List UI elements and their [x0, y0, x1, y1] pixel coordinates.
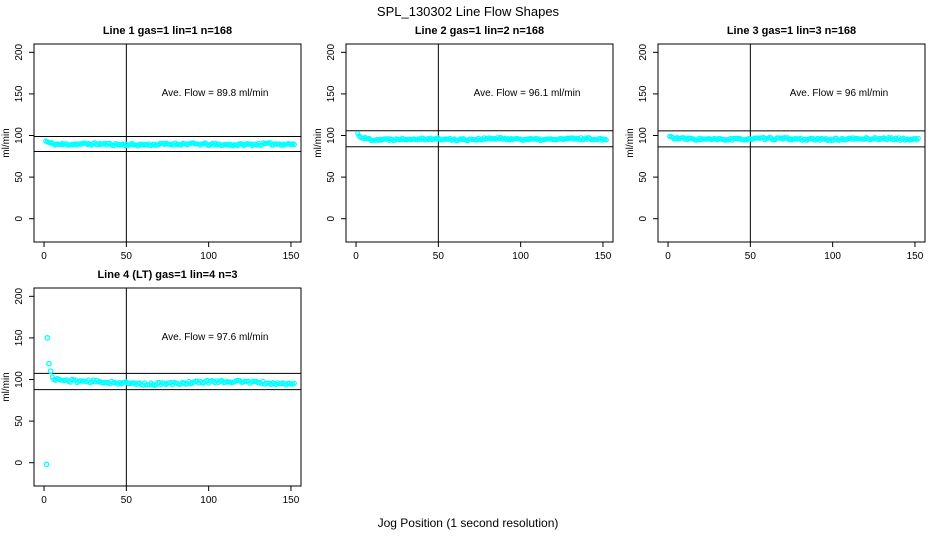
- x-tick-label: 150: [595, 251, 612, 262]
- subplot-title: Line 1 gas=1 lin=1 n=168: [103, 25, 232, 37]
- subplot-title: Line 3 gas=1 lin=3 n=168: [727, 25, 856, 37]
- x-tick-label: 50: [745, 251, 757, 262]
- annotation-text: Ave. Flow = 97.6 ml/min: [162, 332, 269, 343]
- data-point-outlier: [44, 335, 51, 341]
- y-tick-label: 50: [326, 171, 337, 183]
- y-axis-label: ml/min: [1, 372, 12, 401]
- x-tick-label: 150: [283, 495, 300, 506]
- subplot-svg-3: Line 3 gas=1 lin=3 n=168 0 50 100 150 0 50 100 1…: [625, 25, 926, 262]
- y-tick-label: 50: [638, 171, 649, 183]
- y-tick-label: 150: [14, 85, 25, 102]
- y-tick-label: 100: [14, 371, 25, 388]
- y-tick-label: 200: [638, 44, 649, 61]
- y-tick-label: 100: [326, 127, 337, 144]
- data-point: [603, 137, 609, 143]
- x-tick-label: 100: [200, 495, 217, 506]
- y-tick-label: 50: [14, 171, 25, 183]
- data-point: [915, 135, 921, 141]
- data-point-outlier: [47, 368, 54, 375]
- y-tick-label: 100: [14, 127, 25, 144]
- plot-box: [345, 43, 614, 243]
- subplot-2: Line 2 gas=1 lin=2 n=168 0 50 100 150 0 50 100 1…: [312, 18, 624, 268]
- y-tick-label: 0: [14, 215, 25, 221]
- plot-box: [33, 287, 302, 487]
- annotation-text: Ave. Flow = 96.1 ml/min: [474, 88, 581, 99]
- x-tick-label: 50: [433, 251, 445, 262]
- y-tick-label: 200: [14, 44, 25, 61]
- x-tick-label: 0: [665, 251, 671, 262]
- subplot-3: Line 3 gas=1 lin=3 n=168 0 50 100 150 0 50 100 1…: [624, 18, 936, 268]
- page-title: SPL_130302 Line Flow Shapes: [376, 4, 560, 19]
- data-point: [291, 380, 297, 386]
- y-tick-label: 150: [326, 85, 337, 102]
- subplot-svg-4: Line 4 (LT) gas=1 lin=4 n=3 0 50 100 150 0 50 1…: [1, 269, 302, 506]
- y-tick-label: 200: [14, 288, 25, 305]
- x-tick-label: 100: [200, 251, 217, 262]
- y-axis-label: ml/min: [625, 128, 636, 157]
- annotation-text: Ave. Flow = 89.8 ml/min: [162, 88, 269, 99]
- x-tick-label: 50: [121, 251, 133, 262]
- y-axis-label: ml/min: [1, 128, 12, 157]
- annotation-text: Ave. Flow = 96 ml/min: [790, 88, 888, 99]
- subplot-title: Line 4 (LT) gas=1 lin=4 n=3: [97, 269, 237, 281]
- y-axis-label: ml/min: [313, 128, 324, 157]
- subplot-1: Line 1 gas=1 lin=1 n=168 0 50 100 150 0 50 100 1…: [0, 18, 312, 268]
- y-tick-label: 0: [14, 459, 25, 465]
- x-tick-label: 100: [512, 251, 529, 262]
- x-tick-label: 100: [824, 251, 841, 262]
- y-tick-label: 50: [14, 415, 25, 427]
- x-tick-label: 0: [41, 495, 47, 506]
- subplot-svg-1: Line 1 gas=1 lin=1 n=168 0 50 100 150 0 50 100 1…: [1, 25, 302, 262]
- data-point-outlier: [46, 360, 52, 367]
- y-tick-label: 0: [326, 215, 337, 221]
- data-point: [291, 141, 297, 148]
- subplot-4: Line 4 (LT) gas=1 lin=4 n=3 0 50 100 150 0 50 1…: [0, 262, 312, 512]
- x-axis-outer-label: Jog Position (1 second resolution): [377, 516, 559, 530]
- data-point-outlier: [43, 461, 50, 468]
- y-tick-label: 0: [638, 215, 649, 221]
- x-tick-label: 50: [121, 495, 133, 506]
- y-tick-label: 100: [638, 127, 649, 144]
- plot-box: [657, 43, 926, 243]
- y-tick-label: 150: [14, 329, 25, 346]
- subplot-title: Line 2 gas=1 lin=2 n=168: [415, 25, 544, 37]
- x-tick-label: 0: [41, 251, 47, 262]
- plot-box: [33, 43, 302, 243]
- x-tick-label: 150: [907, 251, 924, 262]
- y-tick-label: 200: [326, 44, 337, 61]
- x-tick-label: 150: [283, 251, 300, 262]
- y-tick-label: 150: [638, 85, 649, 102]
- x-tick-label: 0: [353, 251, 359, 262]
- subplot-svg-2: Line 2 gas=1 lin=2 n=168 0 50 100 150 0 50 100 1…: [313, 25, 614, 262]
